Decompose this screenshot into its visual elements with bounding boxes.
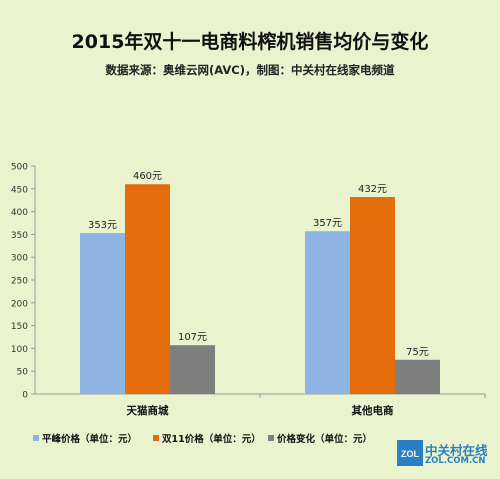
y-tick-label: 100: [11, 345, 28, 355]
legend-swatch: [153, 435, 159, 441]
zol-logo-icon: ZOL: [397, 440, 423, 466]
y-tick-label: 50: [17, 368, 29, 378]
bar: [350, 197, 395, 394]
y-tick-label: 0: [22, 391, 28, 401]
category-label: 天猫商城: [127, 404, 169, 417]
y-tick-label: 500: [11, 163, 28, 173]
bar: [170, 345, 215, 394]
watermark-sub-text: ZOL.COM.CN: [425, 456, 486, 466]
y-tick-label: 150: [11, 322, 28, 332]
data-label: 357元: [313, 218, 342, 229]
y-tick-label: 200: [11, 299, 28, 309]
y-tick-label: 400: [11, 208, 28, 218]
y-tick-label: 450: [11, 185, 28, 195]
y-tick-label: 300: [11, 254, 28, 264]
legend-swatch: [33, 435, 39, 441]
y-tick-label: 350: [11, 231, 28, 241]
watermark-main-text: 中关村在线: [425, 443, 488, 458]
bar: [125, 184, 170, 394]
y-tick-label: 250: [11, 277, 28, 287]
legend-swatch: [268, 435, 274, 441]
bar: [395, 359, 440, 394]
legend-label: 平峰价格（单位：元）: [42, 433, 137, 445]
legend-label: 价格变化（单位：元）: [277, 433, 372, 445]
zol-watermark: ZOL 中关村在线 ZOL.COM.CN: [397, 440, 497, 470]
data-label: 107元: [178, 332, 207, 343]
svg-text:ZOL: ZOL: [401, 449, 419, 459]
data-label: 75元: [406, 347, 429, 358]
data-label: 432元: [358, 184, 387, 195]
chart-subtitle: 数据来源：奥维云网(AVC)，制图：中关村在线家电频道: [105, 63, 395, 77]
category-label: 其他电商: [352, 404, 394, 417]
chart-title: 2015年双十一电商料榨机销售均价与变化: [71, 31, 429, 53]
data-label: 353元: [88, 220, 117, 231]
bar: [80, 233, 125, 394]
data-label: 460元: [133, 171, 162, 182]
bar: [305, 231, 350, 394]
legend-label: 双11价格（单位：元）: [161, 433, 261, 445]
